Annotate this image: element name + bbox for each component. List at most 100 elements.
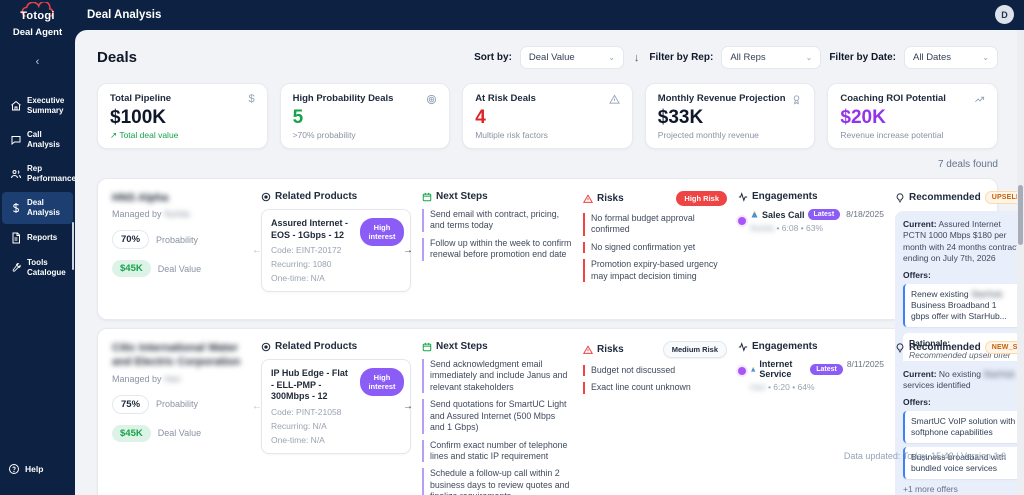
kpi-subtitle: Projected monthly revenue <box>657 130 759 140</box>
deal-value-label: Deal Value <box>157 263 202 274</box>
engagement-item[interactable]: Sales Call Latest Nuhila • 6:08 • 63% 8/… <box>738 209 884 233</box>
engagement-type: Sales Call <box>762 209 805 220</box>
engagement-item[interactable]: Internet Service Latest Hari • 6:20 • 64… <box>738 359 884 392</box>
kpi-title: At Risk Deals <box>475 93 536 104</box>
sidebar-item-tools-catalogue[interactable]: Tools Catalogue <box>2 252 73 284</box>
filter-rep-label: Filter by Rep: <box>649 52 714 63</box>
managed-by: Managed by Hari <box>112 374 250 384</box>
scrollbar-thumb[interactable] <box>1018 185 1023 245</box>
sort-direction-button[interactable]: ↓ <box>633 51 640 64</box>
probability-pill: 75% <box>112 394 150 414</box>
managed-by-label: Managed by <box>112 209 162 220</box>
risks-column: Risks Medium Risk Budget not discussed Ex… <box>583 341 727 495</box>
sidebar-item-reports[interactable]: Reports <box>2 226 73 250</box>
kpi-title: High Probability Deals <box>292 93 394 104</box>
sidebar-item-deal-analysis[interactable]: Deal Analysis <box>2 192 73 224</box>
product-recurring: Recurring: 1080 <box>271 259 332 270</box>
activity-icon <box>738 191 748 202</box>
current-label: Current: <box>903 219 937 229</box>
carousel-left-arrow[interactable]: ← <box>252 400 262 412</box>
offer-item[interactable]: Renew existing StarHub Business Broadban… <box>903 283 1020 328</box>
carousel-right-arrow[interactable]: → <box>403 400 413 412</box>
section-title: Related Products <box>275 341 358 352</box>
sidebar-item-rep-performance[interactable]: Rep Performance <box>2 158 76 190</box>
engagements-column: Engagements Sales Call Latest Nuhila • 6… <box>738 191 884 410</box>
next-step-item: Confirm exact number of telephone lines … <box>422 439 572 463</box>
kpi-subtitle: Revenue increase potential <box>840 130 944 140</box>
carousel-right-arrow[interactable]: → <box>403 244 413 256</box>
vertical-scrollbar[interactable] <box>1017 30 1024 495</box>
kpi-value: 4 <box>475 107 486 128</box>
report-icon <box>12 232 20 244</box>
kpi-value: $20K <box>840 107 886 128</box>
product-card[interactable]: High interest IP Hub Edge - Flat - ELL-P… <box>252 359 413 455</box>
engagements-column: Engagements Internet Service Latest Hari… <box>738 341 884 495</box>
lightbulb-icon <box>896 192 904 203</box>
engagement-type: Internet Service <box>759 359 793 379</box>
carousel-left-arrow[interactable]: ← <box>252 244 262 256</box>
related-products-column: Related Products High interest IP Hub Ed… <box>252 341 413 495</box>
recommendation-type-badge: UPSELL <box>984 191 1024 204</box>
sidebar-item-label: Reports <box>27 233 58 242</box>
brand-name: Totogi <box>20 10 55 22</box>
timeline-dot <box>738 367 746 375</box>
probability-pill: 70% <box>112 230 150 250</box>
deal-card: Citic International Water and Electric C… <box>97 328 1024 495</box>
offer-text: Business Broadband 1 gbps offer with Sta… <box>911 299 1007 321</box>
next-step-item: Follow up within the week to confirm ren… <box>422 237 572 261</box>
sidebar-collapse-button[interactable]: ‹ <box>35 56 40 68</box>
kpi-monthly-revenue-projection: Monthly Revenue Projection $33K Projecte… <box>644 83 816 149</box>
offer-item[interactable]: Business broadband with bundled voice se… <box>903 447 1024 480</box>
current-text: services identified <box>903 380 971 391</box>
more-offers-link[interactable]: +1 more offers <box>903 484 958 495</box>
totogi-logo: Totogi <box>0 0 75 24</box>
product-name: Assured Internet - EOS - 1Gbps - 12 <box>271 218 349 240</box>
user-avatar[interactable]: D <box>995 5 1014 24</box>
timeline-dot <box>738 217 746 225</box>
product-recurring: Recurring: N/A <box>271 421 327 432</box>
product-card[interactable]: High interest Assured Internet - EOS - 1… <box>252 209 413 293</box>
sort-by-select[interactable]: Deal Value ⌄ <box>519 46 624 69</box>
deal-name: HNS Alpha <box>112 192 169 204</box>
product-one-time: One-time: N/A <box>271 435 325 446</box>
sort-by-value: Deal Value <box>528 52 575 63</box>
offer-item[interactable]: SmartUC VoIP solution with softphone cap… <box>903 410 1024 444</box>
kpi-subtitle: Multiple risk factors <box>475 130 548 140</box>
section-title: Engagements <box>752 191 818 202</box>
trend-up-icon <box>975 96 985 103</box>
calendar-icon <box>422 342 432 351</box>
engagement-rep-name: Hari <box>750 382 766 392</box>
wrench-icon <box>12 263 21 272</box>
activity-icon <box>738 341 748 352</box>
sidebar-scrollbar[interactable] <box>72 222 74 270</box>
products-icon <box>261 342 271 351</box>
deal-card: HNS Alpha Managed by Nuhila 70% Probabili… <box>97 178 1024 410</box>
sidebar: Totogi Deal Agent ‹ Executive Summary Ca… <box>0 0 76 495</box>
sidebar-item-label: Tools Catalogue <box>27 258 66 277</box>
results-count: 7 deals found <box>937 159 998 170</box>
chevron-down-icon: ⌄ <box>982 53 989 62</box>
filter-rep-select[interactable]: All Reps ⌄ <box>721 46 822 69</box>
sidebar-item-help[interactable]: Help <box>0 457 75 481</box>
sidebar-item-executive-summary[interactable]: Executive Summary <box>2 90 73 122</box>
risk-level-badge: High Risk <box>676 191 727 206</box>
filter-controls: Sort by: Deal Value ⌄ ↓ Filter by Rep: A… <box>474 46 998 69</box>
current-text: No existing <box>938 369 984 379</box>
interest-badge: High interest <box>360 368 404 396</box>
offers-label: Offers: <box>903 396 931 407</box>
risk-level-badge: Medium Risk <box>662 341 727 358</box>
risk-item: Promotion expiry-based urgency may impac… <box>583 259 727 283</box>
people-icon <box>11 170 21 179</box>
main-content: Deals Sort by: Deal Value ⌄ ↓ Filter by … <box>75 30 1024 495</box>
recommendation-type-badge: NEW_SALE <box>984 341 1024 354</box>
next-step-item: Send email with contract, pricing, and t… <box>422 209 572 232</box>
filter-date-select[interactable]: All Dates ⌄ <box>904 46 998 69</box>
next-steps-column: Next Steps Send email with contract, pri… <box>422 191 572 410</box>
kpi-total-pipeline: Total Pipeline $ $100K ↗ Total deal value <box>97 83 268 149</box>
filter-date-value: All Dates <box>913 52 952 63</box>
kpi-subtitle: ↗ Total deal value <box>110 130 179 140</box>
sidebar-item-call-analysis[interactable]: Call Analysis <box>2 124 73 156</box>
kpi-value: $100K <box>110 107 166 128</box>
